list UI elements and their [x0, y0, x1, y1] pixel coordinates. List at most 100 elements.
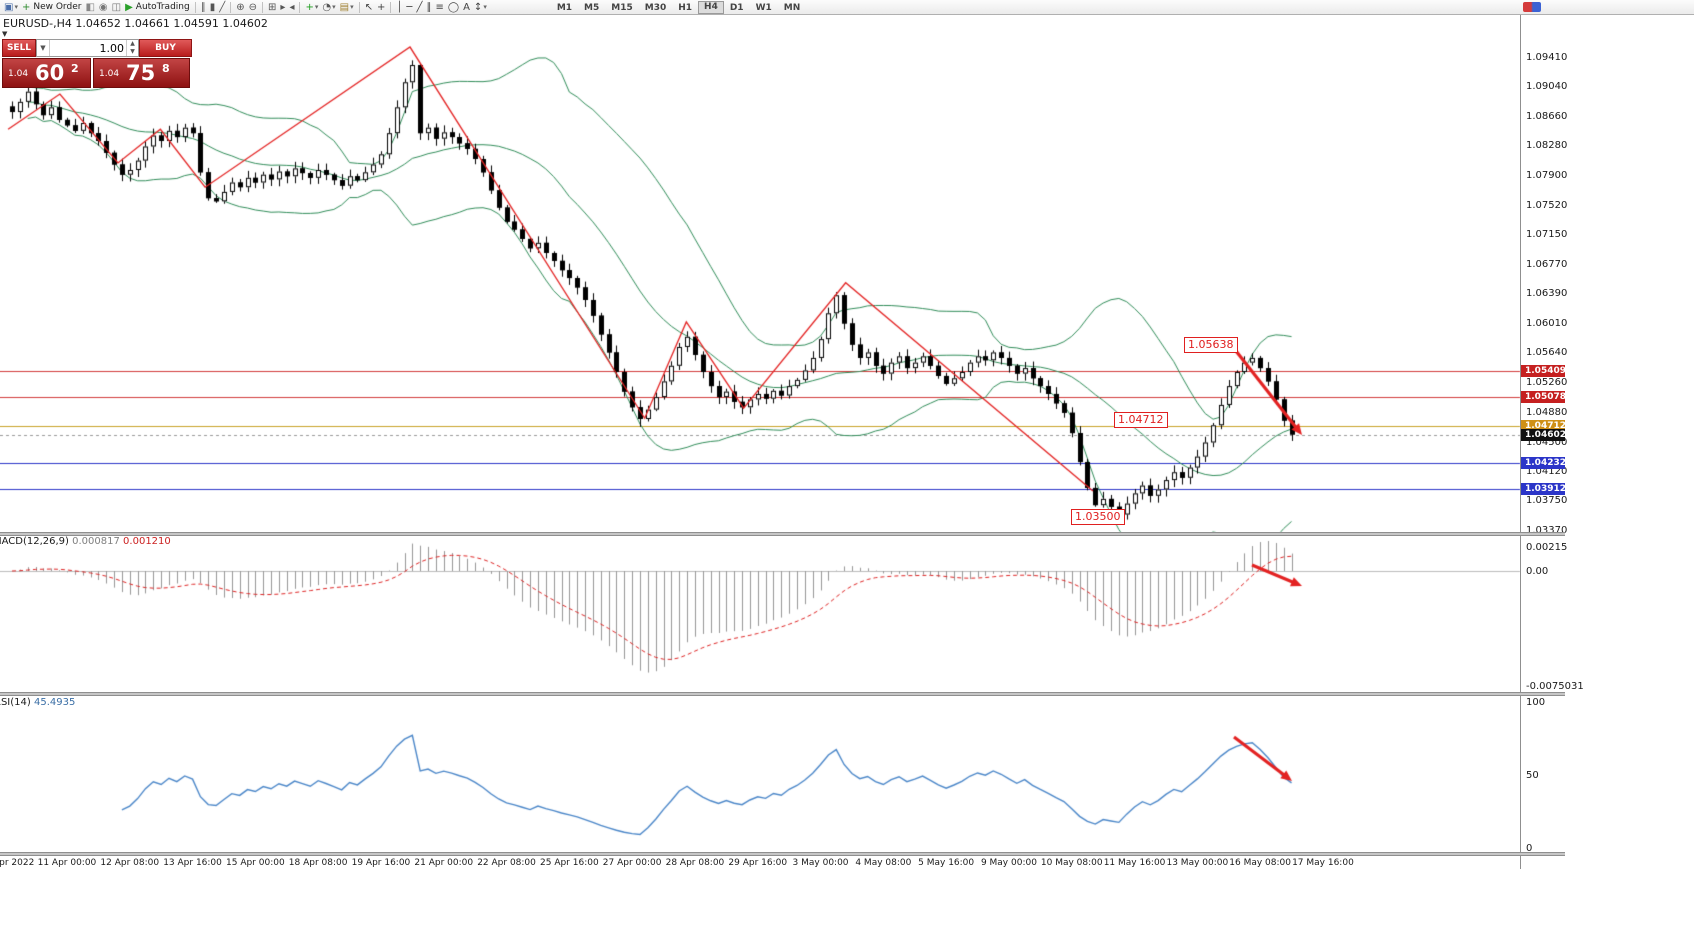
autotrading-button-label: AutoTrading: [135, 2, 190, 12]
buy-price-small: 1.04: [99, 69, 120, 79]
candlestick-chart-icon[interactable]: ▮: [208, 1, 218, 14]
lot-stepper-up-icon[interactable]: ▲: [130, 40, 135, 47]
price-scale-label: 1.03370: [1526, 524, 1568, 536]
sell-price-big: 60: [35, 61, 65, 85]
time-axis-label: 21 Apr 00:00: [414, 858, 474, 868]
metaeditor-icon[interactable]: ◧: [83, 1, 96, 14]
timeframe-w1-button[interactable]: W1: [755, 2, 772, 13]
time-axis-label: 22 Apr 08:00: [477, 858, 536, 868]
time-axis-label: 5 May 16:00: [918, 858, 975, 868]
bar-chart-icon[interactable]: ∥: [199, 1, 208, 14]
one-click-price-row: 1.04 60 2 1.04 75 8: [2, 58, 192, 88]
time-axis-label: 25 Apr 16:00: [540, 858, 599, 868]
new-order-button[interactable]: + New Order: [20, 1, 83, 14]
periods-button[interactable]: ◔ ▾: [320, 1, 337, 14]
panel-splitter[interactable]: [0, 532, 1565, 536]
timeframe-mn-button[interactable]: MN: [783, 2, 801, 13]
rsi-name: RSI(14): [0, 697, 31, 708]
fibonacci-icon[interactable]: ≡: [433, 1, 445, 14]
timeframe-d1-button[interactable]: D1: [729, 2, 744, 13]
timeframe-m30-button[interactable]: M30: [644, 2, 667, 13]
indicators-button-dropdown-icon[interactable]: ▾: [314, 3, 319, 11]
macd-header: MACD(12,26,9) 0.000817 0.001210: [0, 536, 171, 547]
price-chart-canvas[interactable]: [0, 15, 1565, 869]
line-chart-icon[interactable]: ╱: [217, 1, 227, 14]
cursor-icon[interactable]: ↖: [363, 1, 375, 14]
rsi-header: RSI(14) 45.4935: [0, 697, 75, 708]
buy-price-display[interactable]: 1.04 75 8: [93, 58, 190, 88]
arrows-icon[interactable]: ↕ ▾: [472, 1, 489, 14]
timeframe-m1-button[interactable]: M1: [556, 2, 573, 13]
macd-scale-label: 0.00: [1526, 566, 1549, 577]
lot-dropdown-icon[interactable]: ▼: [37, 40, 50, 56]
chart-text-label[interactable]: 1.03500: [1071, 509, 1125, 525]
time-axis-label: 28 Apr 08:00: [665, 858, 725, 868]
time-axis-label: 13 May 00:00: [1166, 858, 1229, 868]
line-chart-icon-icon: ╱: [219, 1, 226, 13]
tile-windows-icon[interactable]: ⊞: [266, 1, 278, 14]
templates-icon: ▤: [339, 1, 350, 13]
chart-shift-icon-icon: ◂: [289, 1, 295, 13]
price-scale-label: 1.09410: [1526, 52, 1568, 63]
sell-button[interactable]: SELL: [2, 39, 36, 57]
metaeditor-icon-icon: ◧: [85, 1, 95, 13]
lot-size-input[interactable]: [50, 40, 126, 56]
channel-icon[interactable]: ∥: [424, 1, 433, 14]
horizontal-line-icon[interactable]: ─: [404, 1, 414, 14]
expert-advisors-icon[interactable]: ◉: [97, 1, 110, 14]
templates-button-dropdown-icon[interactable]: ▾: [350, 3, 354, 11]
price-axis-tag: 1.04232: [1521, 457, 1566, 470]
rsi-scale-label: 0: [1526, 843, 1533, 854]
new-chart-button-dropdown-icon[interactable]: ▾: [14, 3, 18, 11]
timeframe-h1-button[interactable]: H1: [678, 2, 693, 13]
arrows-icon-dropdown-icon[interactable]: ▾: [483, 3, 487, 11]
toolbar-separator: [262, 1, 264, 13]
panel-splitter[interactable]: [0, 852, 1565, 856]
auto-scroll-icon-icon: ▸: [280, 1, 286, 13]
autotrading-button[interactable]: ▶ AutoTrading: [123, 1, 192, 14]
zoom-out-icon[interactable]: ⊖: [247, 1, 259, 14]
one-click-order-row: SELL ▼ ▲ ▼ BUY: [2, 39, 192, 57]
text-icon-icon: A: [463, 1, 470, 13]
indicators-button[interactable]: + ▾: [303, 1, 320, 14]
autotrading-icon: ▶: [125, 1, 133, 13]
panel-splitter[interactable]: [0, 692, 1565, 696]
timeframe-h4-button[interactable]: H4: [698, 0, 724, 14]
one-click-trading-panel: SELL ▼ ▲ ▼ BUY 1.04 60 2 1.04 75 8: [2, 39, 192, 88]
timeframe-m15-button[interactable]: M15: [611, 2, 633, 13]
trendline-icon[interactable]: ╱: [414, 1, 424, 14]
time-axis-label: 10 May 08:00: [1040, 858, 1103, 868]
chart-shift-icon[interactable]: ◂: [287, 1, 296, 14]
vertical-line-icon[interactable]: │: [394, 1, 404, 14]
one-click-collapse-icon[interactable]: ▼: [2, 30, 8, 38]
templates-button[interactable]: ▤ ▾: [338, 1, 356, 14]
chart-window: EURUSD-,H4 1.04652 1.04661 1.04591 1.046…: [0, 15, 1694, 870]
periods-button-dropdown-icon[interactable]: ▾: [332, 3, 336, 11]
options-icon[interactable]: ◫: [110, 1, 123, 14]
buy-price-pipette: 8: [162, 62, 170, 75]
time-axis-label: 4 May 08:00: [855, 858, 912, 868]
time-axis-label: 3 May 00:00: [792, 858, 849, 868]
price-scale-label: 1.08660: [1526, 110, 1568, 122]
price-scale-label: 1.09040: [1526, 80, 1568, 92]
time-axis-label: 13 Apr 16:00: [163, 858, 222, 868]
timeframe-m5-button[interactable]: M5: [584, 2, 600, 13]
macd-scale-label: -0.0075031: [1526, 681, 1584, 692]
chart-text-label[interactable]: 1.05638: [1184, 337, 1238, 353]
auto-scroll-icon[interactable]: ▸: [278, 1, 287, 14]
arrows-icon-icon: ↕: [473, 1, 483, 13]
sell-price-display[interactable]: 1.04 60 2: [2, 58, 91, 88]
horizontal-line-icon-icon: ─: [406, 1, 413, 13]
crosshair-icon[interactable]: +: [375, 1, 387, 14]
text-icon[interactable]: A: [461, 1, 472, 14]
new-chart-button[interactable]: ▣ ▾: [2, 1, 20, 14]
lot-stepper-down-icon[interactable]: ▼: [130, 48, 135, 55]
price-scale-label: 1.04880: [1526, 406, 1568, 418]
zoom-in-icon[interactable]: ⊕: [234, 1, 246, 14]
shapes-icon[interactable]: ◯: [446, 1, 461, 14]
fibonacci-icon-icon: ≡: [435, 1, 444, 13]
buy-button[interactable]: BUY: [139, 39, 192, 57]
rsi-value: 45.4935: [33, 697, 76, 708]
chart-text-label[interactable]: 1.04712: [1114, 412, 1168, 428]
